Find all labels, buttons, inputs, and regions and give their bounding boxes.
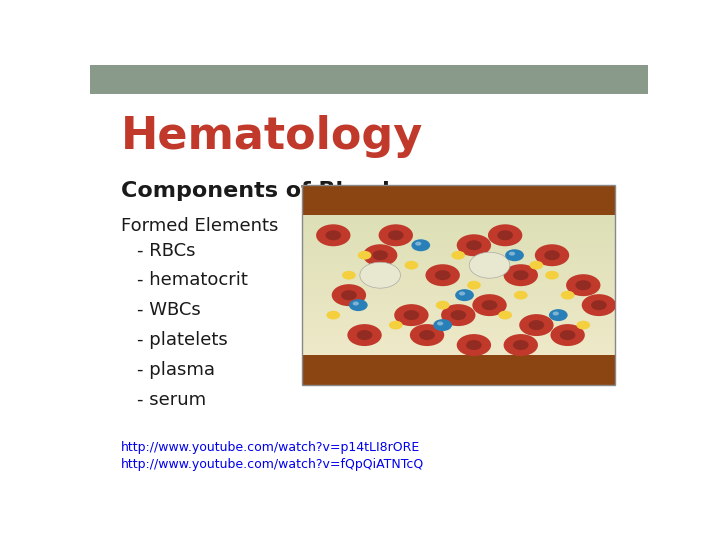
Text: - RBCs: - RBCs [138,241,196,260]
Circle shape [469,252,510,278]
Circle shape [435,270,451,280]
Text: Formed Elements: Formed Elements [121,217,278,234]
Circle shape [503,264,538,286]
Circle shape [535,244,570,266]
Circle shape [389,321,402,329]
Circle shape [509,252,515,255]
Circle shape [488,224,522,246]
Circle shape [415,242,421,246]
Circle shape [395,304,428,326]
Circle shape [561,291,575,300]
Circle shape [437,321,444,326]
Circle shape [505,249,524,261]
Circle shape [441,304,475,326]
Circle shape [455,289,474,301]
Circle shape [419,330,435,340]
Circle shape [451,310,466,320]
Text: http://www.youtube.com/watch?v=p14tLI8rORE: http://www.youtube.com/watch?v=p14tLI8rO… [121,441,420,454]
Circle shape [560,330,575,340]
Circle shape [482,300,498,310]
Circle shape [363,244,397,266]
Circle shape [466,240,482,250]
Circle shape [582,294,616,316]
Circle shape [332,284,366,306]
Text: - WBCs: - WBCs [138,301,201,319]
Circle shape [466,340,482,350]
Circle shape [426,264,460,286]
Circle shape [358,251,372,260]
Text: - platelets: - platelets [138,332,228,349]
Circle shape [529,261,544,269]
Text: Hematology: Hematology [121,114,423,158]
Circle shape [341,290,356,300]
Circle shape [325,230,341,240]
Circle shape [316,224,351,246]
FancyBboxPatch shape [90,65,648,94]
Circle shape [451,251,465,260]
Circle shape [513,340,528,350]
Polygon shape [302,185,615,215]
Circle shape [551,324,585,346]
Text: - plasma: - plasma [138,361,215,379]
Circle shape [566,274,600,296]
Polygon shape [302,355,615,385]
Circle shape [388,230,404,240]
Circle shape [404,310,419,320]
Circle shape [353,301,359,306]
Circle shape [411,239,430,251]
Circle shape [498,230,513,240]
Circle shape [519,314,554,336]
Circle shape [553,312,559,315]
Circle shape [326,310,340,320]
Circle shape [544,250,560,260]
Circle shape [356,330,372,340]
Circle shape [498,310,512,320]
Circle shape [410,324,444,346]
Circle shape [545,271,559,280]
Circle shape [467,281,481,289]
Circle shape [503,334,538,356]
Circle shape [575,280,591,290]
Circle shape [456,334,491,356]
Circle shape [513,270,528,280]
Circle shape [342,271,356,280]
Circle shape [528,320,544,330]
Circle shape [472,294,507,316]
Circle shape [433,319,452,331]
Circle shape [549,309,567,321]
Circle shape [456,234,491,256]
Circle shape [436,301,449,309]
Circle shape [405,261,418,269]
Circle shape [347,324,382,346]
Text: - hematocrit: - hematocrit [138,272,248,289]
Circle shape [349,299,368,311]
Circle shape [514,291,528,300]
Text: Components of Blood: Components of Blood [121,181,390,201]
Text: - serum: - serum [138,391,207,409]
Circle shape [459,292,465,295]
Circle shape [379,224,413,246]
Text: http://www.youtube.com/watch?v=fQpQiATNTcQ: http://www.youtube.com/watch?v=fQpQiATNT… [121,458,424,471]
Circle shape [372,250,388,260]
Circle shape [591,300,607,310]
Circle shape [577,321,590,329]
Circle shape [360,262,400,288]
